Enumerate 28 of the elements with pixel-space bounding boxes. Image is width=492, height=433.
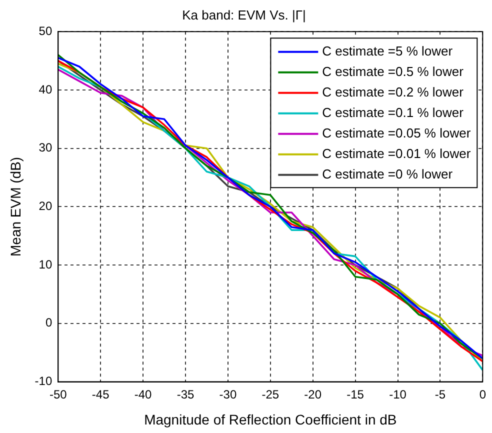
legend-label: C estimate =0.05 % lower	[322, 125, 472, 140]
legend-label: C estimate =0.2 % lower	[322, 84, 464, 100]
x-tick-label: 0	[479, 387, 486, 402]
x-tick-label: -15	[346, 387, 364, 402]
legend-label: C estimate =0 % lower	[322, 166, 454, 182]
legend-label: C estimate =0.01 % lower	[322, 146, 472, 161]
x-tick-label: -35	[176, 387, 194, 402]
legend-label: C estimate =0.5 % lower	[322, 64, 464, 79]
y-tick-label: -10	[34, 374, 52, 388]
y-tick-label: 10	[38, 257, 52, 272]
x-tick-label: -5	[434, 387, 446, 402]
y-tick-label: 0	[45, 316, 52, 330]
x-tick-label: -30	[219, 387, 237, 402]
chart-title: Ka band: EVM Vs. |Γ|	[182, 7, 306, 22]
y-tick-label: 30	[38, 140, 52, 155]
x-tick-label: -25	[262, 387, 280, 402]
y-tick-label: 50	[38, 24, 52, 38]
legend-label: C estimate =0.1 % lower	[322, 104, 464, 120]
x-tick-label: -10	[389, 387, 407, 402]
x-tick-label: -40	[134, 387, 152, 402]
x-axis-title: Magnitude of Reflection Coefficient in dB	[144, 411, 397, 428]
legend-label: C estimate =5 % lower	[322, 43, 454, 58]
y-tick-label: 40	[38, 82, 52, 96]
x-tick-label: -45	[92, 387, 110, 402]
y-axis-title: Mean EVM (dB)	[7, 156, 24, 256]
x-tick-label: -20	[304, 387, 322, 402]
y-tick-label: 20	[38, 199, 52, 214]
x-tick-label: -50	[49, 387, 68, 402]
